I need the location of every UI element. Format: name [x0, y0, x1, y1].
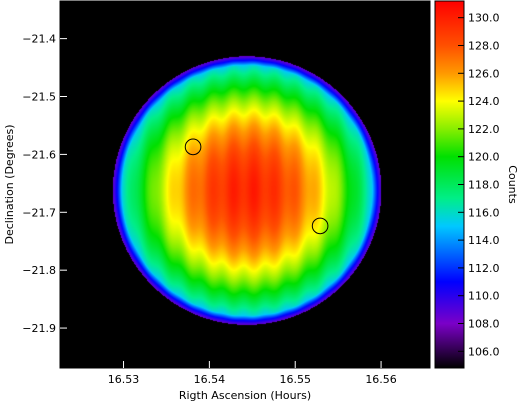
- y-tick-label: −21.7: [22, 206, 56, 219]
- colorbar-tick-label: 122.0: [468, 123, 500, 136]
- colorbar-tick-label: 130.0: [468, 12, 500, 25]
- colorbar-tick-label: 126.0: [468, 67, 500, 80]
- y-tick-label: −21.9: [22, 322, 56, 335]
- colorbar-tick-label: 124.0: [468, 95, 500, 108]
- colorbar-tick-label: 116.0: [468, 206, 500, 219]
- x-tick-label: 16.56: [365, 373, 397, 386]
- source-circle-1: [184, 138, 202, 156]
- plot-frame: [59, 0, 431, 369]
- y-tick-label: −21.8: [22, 264, 56, 277]
- colorbar-tick-label: 118.0: [468, 179, 500, 192]
- y-tick-label: −21.6: [22, 148, 56, 161]
- x-tick-label: 16.54: [194, 373, 226, 386]
- y-tick-label: −21.5: [22, 91, 56, 104]
- x-tick-label: 16.53: [108, 373, 140, 386]
- colorbar-tick-label: 112.0: [468, 262, 500, 275]
- x-axis-title: Rigth Ascension (Hours): [179, 389, 311, 402]
- colorbar-tick-label: 120.0: [468, 151, 500, 164]
- colorbar-tick-label: 106.0: [468, 345, 500, 358]
- y-axis-title: Declination (Degrees): [3, 124, 16, 244]
- colorbar-tick-label: 114.0: [468, 234, 500, 247]
- y-tick-label: −21.4: [22, 33, 56, 46]
- heatmap-field: [60, 1, 430, 368]
- colorbar-tick-label: 128.0: [468, 39, 500, 52]
- colorbar-tick-label: 108.0: [468, 318, 500, 331]
- colorbar-title: Counts: [506, 165, 519, 204]
- colorbar-tick-label: 110.0: [468, 290, 500, 303]
- source-circle-2: [311, 217, 329, 235]
- x-tick-label: 16.55: [279, 373, 311, 386]
